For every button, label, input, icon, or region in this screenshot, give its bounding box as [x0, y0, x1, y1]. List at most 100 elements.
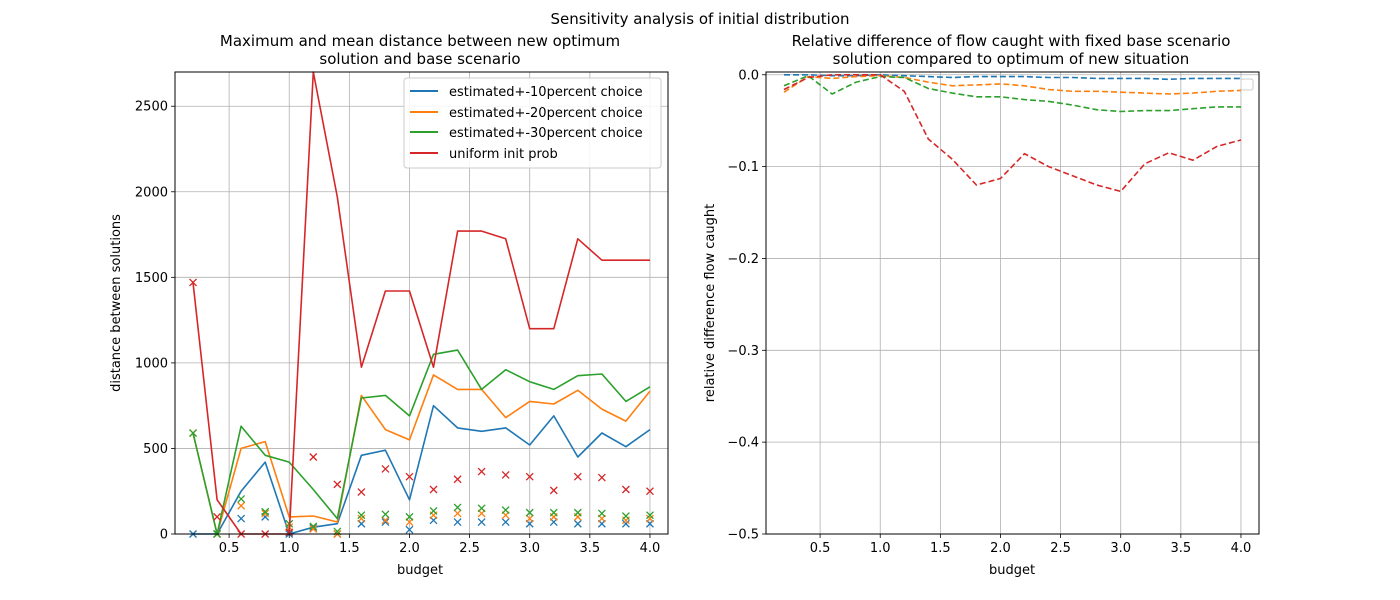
left-series-1-mean-marker — [381, 518, 390, 526]
legend-label-3: estimated+-30percent choice — [449, 126, 643, 141]
right-xtick-label: 3.0 — [1110, 541, 1131, 556]
right-chart-grid — [766, 72, 1259, 535]
left-series-3-mean-marker — [405, 512, 414, 521]
left-series-2-mean-marker — [646, 514, 654, 523]
left-series-4-mean-marker — [285, 528, 294, 537]
right-ytick-label: 0.0 — [738, 68, 759, 83]
left-chart-title-line1: Maximum and mean distance between new op… — [220, 32, 620, 50]
left-series-3-mean-marker — [597, 509, 606, 518]
left-ytick-label: 1500 — [135, 271, 168, 286]
left-ytick-label: 1000 — [135, 356, 168, 371]
left-series-4-mean-marker — [357, 488, 366, 497]
left-series-3-mean-marker — [357, 511, 366, 520]
left-ytick-label: 500 — [143, 442, 168, 457]
right-ytick-label: −0.5 — [727, 528, 759, 543]
right-ytick-label: −0.2 — [727, 252, 759, 267]
left-ytick-label: 2500 — [135, 100, 168, 115]
right-xtick-label: 4.0 — [1231, 541, 1252, 556]
right-chart-empty-legend — [1240, 78, 1254, 91]
left-series-2-mean-marker — [525, 514, 534, 523]
left-series-4-mean-marker — [405, 472, 414, 481]
left-xtick-label: 3.0 — [519, 541, 540, 556]
left-chart-title-line2: solution and base scenario — [319, 50, 520, 68]
right-series-1-line — [784, 74, 1241, 81]
legend-label-4: uniform init prob — [449, 147, 558, 162]
right-xtick-label: 1.0 — [870, 541, 891, 556]
left-series-4-mean-marker — [573, 472, 582, 481]
right-chart-frame — [765, 71, 1260, 535]
right-xtick-label: 3.5 — [1170, 541, 1191, 556]
left-xtick-label: 1.5 — [339, 541, 360, 556]
left-series-4-mean-marker — [381, 465, 390, 473]
left-series-3-mean-marker — [237, 494, 246, 503]
left-series-4-mean-marker — [525, 472, 534, 481]
left-series-4-mean-marker — [501, 471, 510, 479]
right-ytick-label: −0.4 — [727, 436, 759, 451]
left-series-4-mean-marker — [189, 278, 197, 287]
left-ytick-label: 2000 — [135, 185, 168, 200]
right-chart-title-line2: solution compared to optimum of new situ… — [833, 50, 1190, 68]
right-series-2-line — [783, 74, 1242, 95]
right-ytick-label: −0.3 — [727, 344, 759, 359]
left-series-3-mean-marker — [189, 429, 197, 438]
legend-box — [403, 77, 662, 169]
left-xtick-label: 0.5 — [219, 541, 240, 556]
right-xtick-label: 2.5 — [1050, 541, 1071, 556]
legend-label-2: estimated+-20percent choice — [449, 106, 643, 121]
left-series-4-mean-marker — [333, 480, 342, 489]
left-series-3-mean-marker — [573, 508, 582, 517]
left-series-3-mean-marker — [261, 507, 270, 516]
left-chart-ticks: 0.5 1.0 1.5 2.0 2.5 3.0 3.5 4.0 0 500 1000 1500 2000… — [135, 100, 660, 556]
left-series-3-mean-marker — [309, 522, 318, 531]
left-chart-ylabel: distance between solutions — [109, 214, 124, 392]
left-series-4-mean-marker — [597, 473, 606, 482]
right-xtick-label: 2.0 — [990, 541, 1011, 556]
left-series-3-mean-marker — [621, 512, 630, 520]
left-series-1-mean-marker — [237, 514, 246, 523]
left-series-2-mean-marker — [357, 514, 366, 523]
left-chart-marks — [189, 71, 654, 538]
left-series-2-line — [192, 374, 651, 535]
left-xtick-label: 2.5 — [459, 541, 480, 556]
left-xtick-label: 3.5 — [579, 541, 600, 556]
left-xtick-label: 4.0 — [640, 541, 661, 556]
right-xtick-label: 0.5 — [810, 541, 831, 556]
right-chart-marks — [783, 74, 1242, 193]
left-chart-xlabel: budget — [397, 563, 443, 578]
left-series-4-mean-marker — [309, 453, 318, 461]
left-series-1-mean-marker — [405, 525, 414, 534]
left-xtick-label: 1.0 — [279, 541, 300, 556]
left-series-2-mean-marker — [453, 509, 462, 518]
left-series-1-mean-marker — [501, 518, 510, 526]
left-series-3-mean-marker — [381, 510, 390, 519]
left-chart: Maximum and mean distance between new op… — [109, 32, 669, 578]
right-chart-ticks: 0.5 1.0 1.5 2.0 2.5 3.0 3.5 4.0 0.0 −0.1 −0.2 −0.3 −… — [727, 68, 1251, 556]
left-series-4-mean-marker — [213, 512, 222, 521]
legend-label-1: estimated+-10percent choice — [449, 85, 643, 100]
left-series-2-mean-marker — [261, 509, 270, 518]
left-series-3-mean-marker — [646, 511, 654, 520]
left-series-4-mean-marker — [621, 485, 630, 494]
left-series-1-mean-marker — [477, 518, 486, 526]
left-series-4-mean-marker — [549, 486, 558, 495]
left-ytick-label: 0 — [160, 528, 168, 543]
right-chart-xlabel: budget — [989, 563, 1035, 578]
left-series-2-mean-marker — [237, 501, 246, 510]
left-series-2-mean-marker — [309, 524, 318, 533]
left-chart-legend: estimated+-10percent choice estimated+-2… — [403, 77, 662, 169]
right-xtick-label: 1.5 — [930, 541, 951, 556]
figure-suptitle: Sensitivity analysis of initial distribu… — [550, 10, 849, 28]
left-series-3-line — [192, 349, 651, 535]
left-series-1-mean-marker — [573, 519, 582, 528]
left-series-3-mean-marker — [477, 504, 486, 513]
left-series-3-mean-marker — [429, 506, 438, 515]
left-series-3-mean-marker — [501, 506, 510, 515]
left-series-3-mean-marker — [549, 508, 558, 517]
right-chart: Relative difference of flow caught with … — [703, 32, 1260, 578]
left-series-4-mean-marker — [429, 485, 438, 494]
left-series-4-mean-marker — [453, 475, 462, 484]
right-chart-title-line1: Relative difference of flow caught with … — [792, 32, 1231, 50]
left-series-1-mean-marker — [621, 519, 630, 528]
left-chart-frame — [174, 71, 669, 535]
